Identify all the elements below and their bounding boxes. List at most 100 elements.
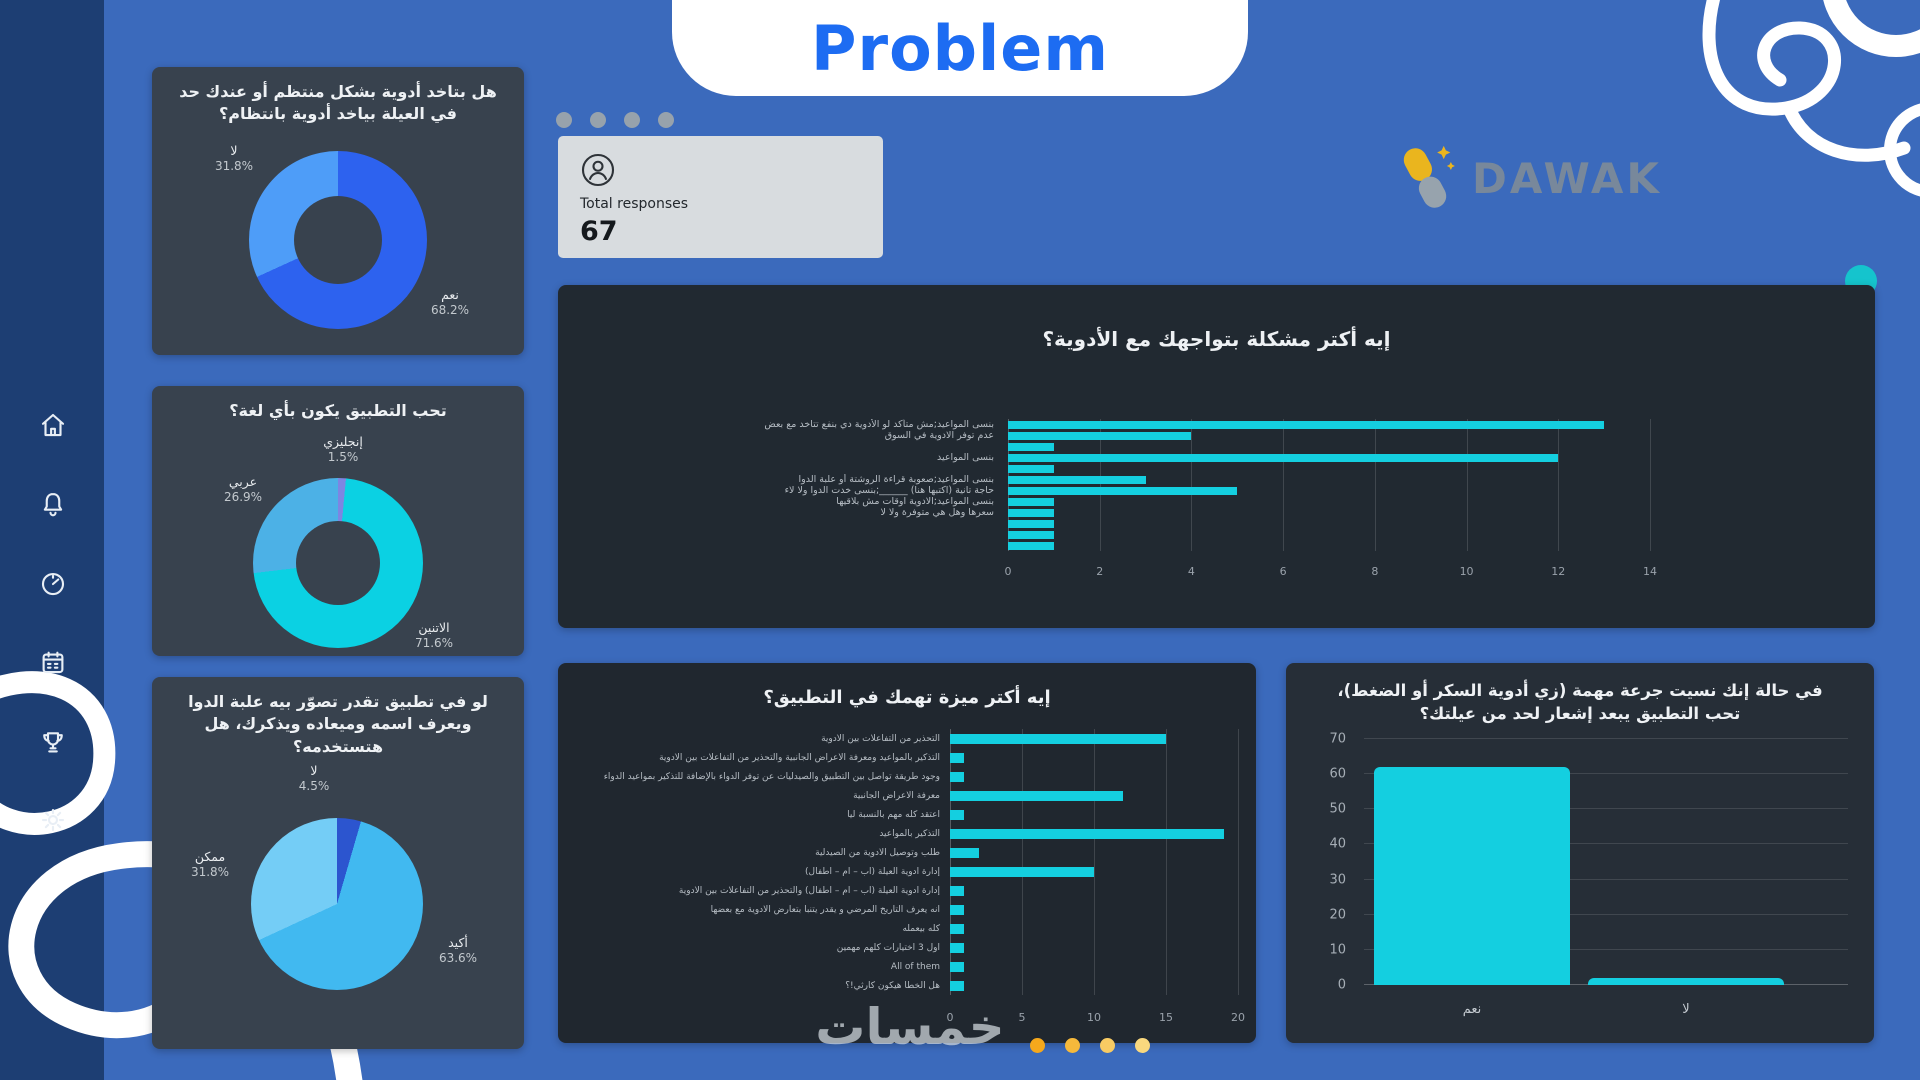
- answer-row: [564, 463, 1865, 474]
- axis-tick: 20: [1231, 1011, 1245, 1024]
- answer-label: التذكير بالمواعيد ومعرفة الأعراض الجانبي…: [659, 752, 940, 763]
- bar[interactable]: [1008, 464, 1054, 473]
- gridlines: [1008, 419, 1651, 551]
- answer-label: حاجة تانية (اكتبها هنا) ______;بنسى خدت …: [784, 485, 994, 496]
- axis-tick: 10: [1087, 1011, 1101, 1024]
- slice-label: نعم 68.2%: [430, 287, 470, 317]
- bottom-dots: [1030, 1038, 1150, 1053]
- bar[interactable]: [1008, 442, 1054, 451]
- axis-tick: 70: [1329, 731, 1346, 747]
- x-axis: 0 2 4 6 8 10 12 14: [1005, 559, 1658, 578]
- trophy-icon[interactable]: [38, 727, 68, 757]
- page-title: Problem: [811, 11, 1109, 85]
- bar[interactable]: [950, 866, 1094, 877]
- answer-row: All of them: [564, 957, 1248, 976]
- axis-tick: 40: [1329, 836, 1346, 852]
- answer-label: عدم توفر الادوية في السوق: [884, 430, 994, 441]
- answer-label: سعرها وهل هي متوفرة ولا لا: [880, 507, 994, 518]
- calendar-icon[interactable]: [38, 647, 68, 677]
- bar[interactable]: [950, 733, 1166, 744]
- donut-chart-app-language[interactable]: [253, 478, 423, 648]
- bar[interactable]: [950, 809, 965, 820]
- answer-row: وجود طريقة تواصل بين التطبيق والصيدليات …: [564, 767, 1248, 786]
- bar[interactable]: [1008, 541, 1054, 550]
- donut-chart-regular-medication[interactable]: [249, 151, 427, 329]
- answer-row: بنسى المواعيد;مش متأكد لو الأدوية دي بنف…: [564, 419, 1865, 430]
- axis-tick: 2: [1096, 565, 1104, 578]
- bar[interactable]: [1008, 475, 1146, 484]
- gridlines: [950, 729, 1239, 995]
- gear-icon[interactable]: [38, 805, 68, 835]
- dot: [556, 112, 572, 128]
- answer-label: انه يعرف التاريخ المرضي و يقدر يتنبأ بتع…: [710, 904, 940, 915]
- axis-tick: 12: [1551, 565, 1566, 578]
- axis-tick: 0: [1337, 977, 1346, 993]
- bar[interactable]: [1008, 486, 1238, 495]
- gauge-icon[interactable]: [38, 569, 68, 599]
- bar[interactable]: [1008, 497, 1054, 506]
- sparkle-icon: [1437, 145, 1451, 160]
- donut-hole: [296, 521, 380, 605]
- bar[interactable]: [950, 752, 965, 763]
- answer-label: التحذير من التفاعلات بين الأدوية: [821, 733, 940, 744]
- pie-chart-camera-app[interactable]: [251, 818, 423, 990]
- bar-yes[interactable]: [1374, 767, 1570, 985]
- slice-label: عربي 26.9%: [223, 474, 263, 504]
- bar-chart-biggest-problem[interactable]: بنسى المواعيد;مش متأكد لو الأدوية دي بنف…: [558, 285, 1875, 628]
- answer-label: وجود طريقة تواصل بين التطبيق والصيدليات …: [603, 771, 940, 782]
- answer-label: كله بيعمله: [902, 923, 940, 934]
- answer-row: بنسى المواعيد;صعوبة قراءة الروشتة أو علب…: [564, 474, 1865, 485]
- bar[interactable]: [950, 790, 1123, 801]
- total-responses-value: 67: [580, 216, 618, 247]
- bar[interactable]: [1008, 431, 1192, 440]
- bar-rows: التحذير من التفاعلات بين الأدوية التذكير …: [564, 729, 1248, 995]
- answer-row: معرفة الأعراض الجانبية: [564, 786, 1248, 805]
- bar[interactable]: [1008, 519, 1054, 528]
- sparkle-icon: [1446, 161, 1455, 170]
- x-axis: 0 5 10 15 20: [947, 1005, 1246, 1024]
- bar[interactable]: [1008, 530, 1054, 539]
- bar[interactable]: [950, 847, 979, 858]
- answer-label: التذكير بالمواعيد: [879, 828, 940, 839]
- donut-hole: [294, 196, 382, 284]
- page-title-blob: Problem: [672, 0, 1248, 96]
- axis-tick: 30: [1329, 872, 1346, 888]
- chart-title: هل بتاخد أدوية بشكل منتظم أو عندك حد في …: [179, 82, 497, 124]
- bar-rows: بنسى المواعيد;مش متأكد لو الأدوية دي بنف…: [564, 419, 1865, 551]
- chart-card-regular-medication: هل بتاخد أدوية بشكل منتظم أو عندك حد في …: [152, 67, 524, 355]
- brand-logo: DAWAK: [1392, 138, 1662, 218]
- bar[interactable]: [950, 828, 1224, 839]
- category-label: لا: [1682, 1002, 1690, 1017]
- bar[interactable]: [950, 980, 965, 991]
- dot: [1065, 1038, 1080, 1053]
- bar-chart-top-feature[interactable]: التحذير من التفاعلات بين الأدوية التذكير …: [558, 663, 1256, 1043]
- axis-tick: 15: [1159, 1011, 1173, 1024]
- answer-label: بنسى المواعيد: [936, 452, 994, 463]
- answer-row: [564, 441, 1865, 452]
- axis-tick: 10: [1459, 565, 1474, 578]
- bar[interactable]: [950, 904, 965, 915]
- column-chart-notify-family[interactable]: 0 10 20 30 40 50 60 70 نعم لا: [1306, 732, 1854, 1029]
- slice-label: ممكن 31.8%: [190, 849, 230, 879]
- bar[interactable]: [1008, 508, 1054, 517]
- bell-icon[interactable]: [38, 489, 68, 519]
- bar[interactable]: [950, 961, 965, 972]
- y-axis-labels: 0 10 20 30 40 50 60 70: [1306, 732, 1354, 993]
- bar[interactable]: [950, 771, 965, 782]
- answer-row: التذكير بالمواعيد: [564, 824, 1248, 843]
- home-icon[interactable]: [38, 410, 68, 440]
- answer-row: بنسى المواعيد: [564, 452, 1865, 463]
- answer-row: كله بيعمله: [564, 919, 1248, 938]
- axis-tick: 4: [1187, 565, 1195, 578]
- bar[interactable]: [1008, 453, 1559, 462]
- bar[interactable]: [1008, 420, 1605, 429]
- sidebar-nav: [0, 0, 104, 1080]
- bar[interactable]: [950, 885, 965, 896]
- answer-label: هل الخطأ هيكون كارثي!؟: [845, 980, 940, 991]
- bar[interactable]: [950, 923, 965, 934]
- answer-row: حاجة تانية (اكتبها هنا) ______;بنسى خدت …: [564, 485, 1865, 496]
- bar-no[interactable]: [1588, 977, 1784, 985]
- chart-title: إيه أكتر ميزة تهمك في التطبيق؟: [763, 687, 1051, 708]
- bar[interactable]: [950, 942, 965, 953]
- dot: [624, 112, 640, 128]
